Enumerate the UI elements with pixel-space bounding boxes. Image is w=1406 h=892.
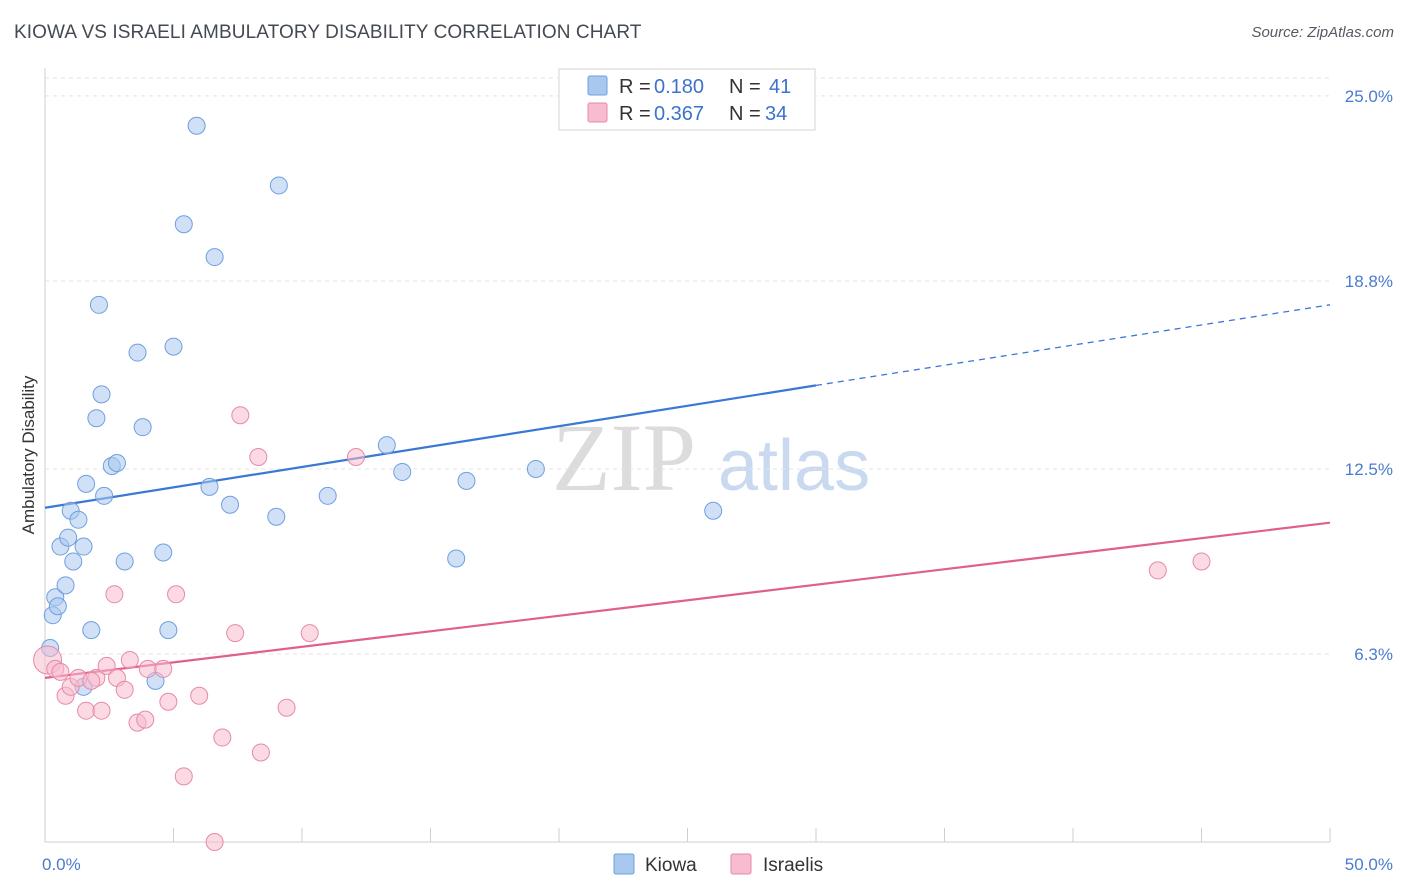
correlation-legend: R = 0.180 N = 41 R = 0.367 N = 34 <box>558 68 816 131</box>
trend-lines <box>44 304 1331 679</box>
trend-line-kiowa <box>44 384 817 509</box>
point-kiowa-26 <box>174 215 193 234</box>
point-kiowa-23 <box>154 543 173 562</box>
legend-n-label-israelis: N = <box>729 103 761 125</box>
y-tick-label-1: 12.5% <box>1345 460 1393 479</box>
point-israelis-26 <box>249 448 268 467</box>
point-israelis-20 <box>174 767 193 786</box>
bottom-legend-swatch-kiowa <box>613 853 635 875</box>
legend-r-value-kiowa: 0.180 <box>654 76 704 98</box>
point-kiowa-13 <box>87 409 106 428</box>
point-kiowa-5 <box>56 576 75 595</box>
data-points <box>33 116 1211 851</box>
point-kiowa-34 <box>377 436 396 455</box>
point-kiowa-19 <box>115 552 134 571</box>
point-kiowa-29 <box>205 248 224 267</box>
point-israelis-30 <box>346 448 365 467</box>
point-kiowa-30 <box>221 495 240 514</box>
point-israelis-15 <box>136 710 155 729</box>
point-israelis-33 <box>82 671 101 690</box>
point-israelis-27 <box>251 743 270 762</box>
point-israelis-6 <box>77 701 96 720</box>
point-israelis-16 <box>138 659 157 678</box>
point-israelis-18 <box>159 692 178 711</box>
point-kiowa-18 <box>107 453 126 472</box>
point-kiowa-12 <box>82 621 101 640</box>
point-israelis-8 <box>92 701 111 720</box>
legend-n-value-kiowa: 41 <box>769 76 791 98</box>
point-kiowa-36 <box>447 549 466 568</box>
point-kiowa-39 <box>704 501 723 520</box>
trend-line-israelis <box>44 521 1331 679</box>
point-kiowa-33 <box>318 486 337 505</box>
x-tick-label-1: 50.0% <box>1345 855 1393 874</box>
bottom-legend-label-israelis: Israelis <box>763 855 823 876</box>
point-kiowa-25 <box>164 337 183 356</box>
point-kiowa-16 <box>95 486 114 505</box>
point-israelis-10 <box>105 585 124 604</box>
bottom-legend-label-kiowa: Kiowa <box>645 855 697 876</box>
point-kiowa-9 <box>69 510 88 529</box>
grid-lines <box>45 77 1330 655</box>
legend-n-value-israelis: 34 <box>765 103 787 125</box>
point-kiowa-32 <box>269 176 288 195</box>
legend-r-label-kiowa: R = <box>619 76 651 98</box>
point-israelis-9 <box>97 656 116 675</box>
trend-line-extension-kiowa <box>815 304 1331 387</box>
point-kiowa-14 <box>89 295 108 314</box>
point-israelis-22 <box>205 833 224 851</box>
point-kiowa-15 <box>92 385 111 404</box>
point-israelis-2 <box>51 662 70 681</box>
y-axis-label: Ambulatory Disability <box>19 375 38 534</box>
point-kiowa-28 <box>200 477 219 496</box>
y-tick-label-3: 25.0% <box>1345 87 1393 106</box>
point-israelis-31 <box>1148 561 1167 580</box>
legend-n-label-kiowa: N = <box>729 76 761 98</box>
y-tick-label-0: 6.3% <box>1354 645 1393 664</box>
y-tick-label-2: 18.8% <box>1345 272 1393 291</box>
point-israelis-13 <box>120 650 139 669</box>
watermark-atlas: atlas <box>718 426 870 506</box>
point-kiowa-20 <box>128 343 147 362</box>
point-kiowa-31 <box>267 507 286 526</box>
legend-swatch-kiowa <box>587 75 608 96</box>
point-kiowa-38 <box>526 459 545 478</box>
point-israelis-32 <box>1192 552 1211 571</box>
point-israelis-24 <box>226 624 245 643</box>
point-kiowa-35 <box>393 462 412 481</box>
point-kiowa-37 <box>457 471 476 490</box>
point-kiowa-11 <box>77 474 96 493</box>
x-tick-label-0: 0.0% <box>42 855 81 874</box>
point-israelis-23 <box>213 728 232 747</box>
point-israelis-21 <box>190 686 209 705</box>
source-label: Source: ZipAtlas.com <box>1251 24 1394 41</box>
point-kiowa-27 <box>187 116 206 135</box>
y-tick-labels: 6.3% 12.5% 18.8% 25.0% <box>1345 87 1393 664</box>
series-legend: Kiowa Israelis <box>613 853 823 876</box>
point-israelis-19 <box>167 585 186 604</box>
point-israelis-29 <box>300 624 319 643</box>
point-israelis-28 <box>277 698 296 717</box>
legend-r-label-israelis: R = <box>619 103 651 125</box>
point-kiowa-24 <box>159 621 178 640</box>
point-kiowa-6 <box>59 528 78 547</box>
point-israelis-17 <box>154 659 173 678</box>
point-kiowa-21 <box>133 418 152 437</box>
point-israelis-12 <box>115 680 134 699</box>
point-kiowa-10 <box>74 537 93 556</box>
point-kiowa-3 <box>48 597 67 616</box>
x-ticks: 0.0% 50.0% <box>42 828 1393 874</box>
legend-swatch-israelis <box>587 102 608 123</box>
chart-title: KIOWA VS ISRAELI AMBULATORY DISABILITY C… <box>14 22 642 43</box>
legend-r-value-israelis: 0.367 <box>654 103 704 125</box>
point-kiowa-8 <box>64 552 83 571</box>
watermark-zip: ZIP <box>552 404 696 511</box>
bottom-legend-swatch-israelis <box>730 853 752 875</box>
point-israelis-25 <box>231 406 250 425</box>
